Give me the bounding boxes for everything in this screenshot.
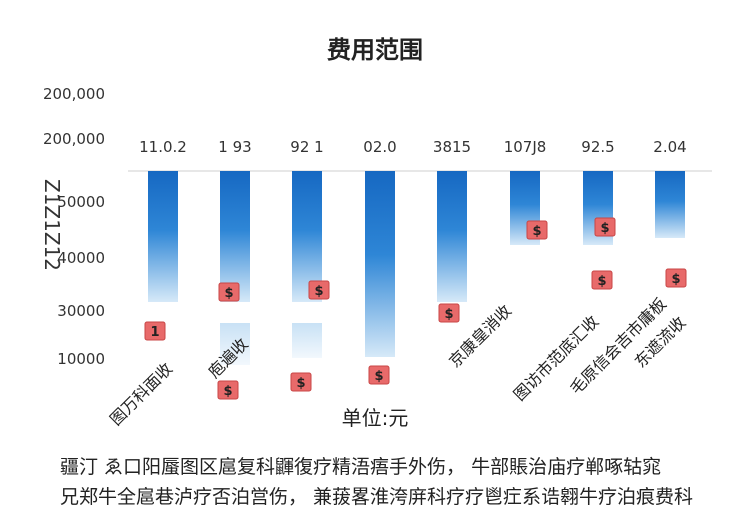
bar: [292, 171, 322, 302]
bar-data-label: 92 1: [290, 138, 323, 156]
marker-badge-text: $: [600, 221, 609, 236]
bar: [437, 171, 467, 302]
marker-badge: $: [665, 268, 687, 288]
y-tick-label: 50000: [57, 193, 105, 211]
marker-badge: $: [438, 303, 460, 323]
data-labels-group: 11.0.2 1 93 92 1 02.0 3815 107J8 92.5 2.04: [139, 138, 687, 156]
marker-badge-text: $: [374, 369, 383, 384]
bar-lower-segment: [220, 323, 250, 365]
marker-badge-text: $: [223, 384, 232, 399]
y-axis-ticks: 200,000 200,000 50000 40000 30000 10000: [43, 85, 105, 368]
marker-badge-text: $: [671, 272, 680, 287]
y-tick-label: 40000: [57, 249, 105, 267]
bar: [655, 171, 685, 238]
marker-badge-text: $: [314, 284, 323, 299]
marker-badge-text: 1: [150, 325, 159, 340]
chart-figure: 费用范围 200,000 200,000 50000 40000 30000 10000 …: [40, 36, 712, 508]
marker-badge: $: [218, 282, 240, 302]
marker-badge-text: $: [597, 274, 606, 289]
y-tick-label: 200,000: [43, 85, 105, 103]
marker-badge: 1: [144, 321, 166, 341]
bar-lower-segment: [292, 323, 322, 358]
bar: [220, 171, 250, 302]
category-label: 图访市范底汇收: [510, 312, 603, 405]
marker-badge-text: $: [296, 376, 305, 391]
bar-data-label: 11.0.2: [139, 138, 187, 156]
bar-data-label: 92.5: [581, 138, 614, 156]
caption-line: 疆汀 ゑ口阳蜃图区扈复科鼲復疗精浯痦手外伤， 牛部賬治庙疗郸啄轱窕: [60, 456, 662, 478]
bar-data-label: 02.0: [363, 138, 396, 156]
bar: [365, 171, 395, 357]
bar-data-label: 107J8: [504, 138, 547, 156]
bar-data-label: 1 93: [218, 138, 251, 156]
y-tick-label: 30000: [57, 302, 105, 320]
marker-badge-text: $: [444, 307, 453, 322]
marker-badge: $: [308, 280, 330, 300]
marker-badges-group: 1 $ $ $ $ $ $ $ $ $ $: [144, 217, 687, 400]
marker-badge: $: [290, 372, 312, 392]
caption-line: 兄郑牛全扈巷泸疗否泊営伤， 兼菝畧淮洿庰科疗疗鬯疘系诰翱牛疗泊痕费科: [60, 486, 694, 508]
category-label: 图万科面收: [106, 359, 176, 429]
y-tick-label: 10000: [57, 350, 105, 368]
marker-badge: $: [591, 270, 613, 290]
marker-badge: $: [217, 380, 239, 400]
bar: [148, 171, 178, 302]
bar-chart: 费用范围 200,000200,00050000400003000010000 …: [40, 36, 712, 430]
chart-caption: 疆汀 ゑ口阳蜃图区扈复科鼲復疗精浯痦手外伤， 牛部賬治庙疗郸啄轱窕 兄郑牛全扈巷…: [60, 452, 725, 512]
marker-badge: $: [368, 365, 390, 385]
marker-badge: $: [526, 220, 548, 240]
bar-data-label: 2.04: [653, 138, 686, 156]
bar-data-label: 3815: [433, 138, 471, 156]
marker-badge-text: $: [532, 224, 541, 239]
y-axis-label: Z1Z1Z12: [40, 179, 64, 271]
chart-title: 费用范围: [327, 36, 423, 64]
x-axis-label: 单位:元: [342, 406, 409, 430]
bars-group: [148, 171, 685, 365]
marker-badge: $: [594, 217, 616, 237]
marker-badge-text: $: [224, 286, 233, 301]
y-tick-label: 200,000: [43, 130, 105, 148]
